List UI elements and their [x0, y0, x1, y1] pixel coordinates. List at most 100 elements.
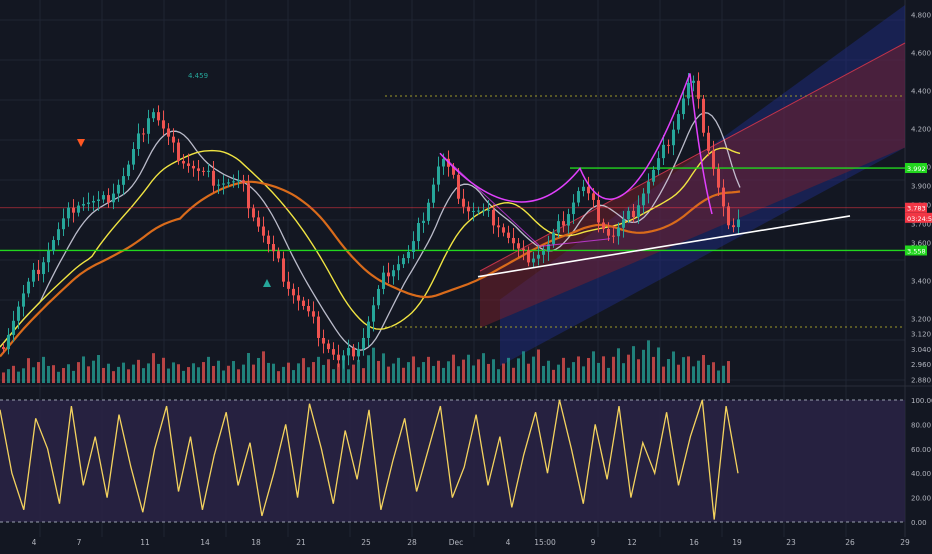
- candle-body: [542, 251, 545, 255]
- osc-tick-label: 20.00: [911, 495, 931, 503]
- volume-bar: [437, 360, 440, 383]
- volume-bar: [582, 366, 585, 383]
- volume-bar: [257, 357, 260, 383]
- volume-bar: [517, 358, 520, 383]
- candle-body: [437, 166, 440, 185]
- candle-body: [62, 218, 65, 230]
- time-tick-label: 4: [32, 538, 37, 547]
- volume-bar: [592, 351, 595, 383]
- volume-bar: [712, 362, 715, 383]
- volume-bar: [197, 367, 200, 383]
- candle-body: [332, 349, 335, 355]
- price-marker-label: 03:24:52: [907, 215, 932, 223]
- candle-body: [507, 232, 510, 238]
- time-tick-label: 16: [689, 538, 699, 547]
- volume-bar: [532, 356, 535, 383]
- time-tick-label: 7: [77, 538, 82, 547]
- candle-body: [732, 225, 735, 228]
- volume-bar: [512, 367, 515, 383]
- volume-bar: [2, 372, 5, 383]
- candle-body: [737, 219, 740, 228]
- candle-body: [457, 174, 460, 199]
- candle-body: [357, 348, 360, 357]
- candle-body: [587, 186, 590, 194]
- time-tick-label: 11: [140, 538, 150, 547]
- volume-bar: [727, 361, 730, 383]
- volume-bar: [722, 365, 725, 383]
- time-tick-label: 28: [407, 538, 417, 547]
- candle-body: [707, 132, 710, 151]
- candle-body: [347, 347, 350, 356]
- volume-bar: [482, 353, 485, 383]
- candle-body: [712, 150, 715, 169]
- candle-body: [7, 334, 10, 350]
- candle-body: [147, 118, 150, 134]
- candle-body: [207, 170, 210, 172]
- volume-bar: [57, 371, 60, 383]
- volume-bar: [537, 349, 540, 383]
- volume-bar: [622, 363, 625, 383]
- volume-bar: [587, 357, 590, 383]
- candle-body: [162, 120, 165, 129]
- volume-bar: [692, 366, 695, 383]
- candle-body: [367, 321, 370, 338]
- candle-body: [297, 295, 300, 301]
- candle-body: [317, 316, 320, 338]
- volume-bar: [682, 357, 685, 383]
- volume-bar: [137, 359, 140, 383]
- candle-body: [442, 158, 445, 167]
- volume-bar: [292, 370, 295, 383]
- candle-body: [287, 281, 290, 289]
- volume-bar: [442, 367, 445, 383]
- oscillator-band: [0, 400, 905, 522]
- candle-body: [722, 187, 725, 207]
- volume-bar: [417, 367, 420, 383]
- candle-body: [197, 168, 200, 171]
- candle-body: [717, 168, 720, 188]
- volume-bar: [652, 356, 655, 383]
- volume-bar: [7, 369, 10, 383]
- volume-bar: [302, 358, 305, 383]
- candle-body: [12, 320, 15, 335]
- candle-body: [132, 149, 135, 165]
- candle-body: [727, 206, 730, 226]
- volume-bar: [687, 356, 690, 383]
- candle-body: [402, 258, 405, 265]
- price-marker-green-bottom: [905, 245, 927, 256]
- candle-body: [547, 244, 550, 252]
- price-tick-label: 3.200: [911, 316, 931, 324]
- volume-bar: [202, 362, 205, 383]
- candle-body: [212, 170, 215, 186]
- volume-bar: [102, 367, 105, 383]
- volume-bar: [447, 361, 450, 383]
- price-marker-green-top: [905, 163, 927, 174]
- volume-bar: [497, 369, 500, 383]
- pitchfork-red-zone: [480, 43, 905, 328]
- candle-body: [282, 258, 285, 282]
- volume-bar: [387, 366, 390, 383]
- candle-body: [472, 210, 475, 212]
- volume-bar: [272, 363, 275, 383]
- candle-body: [47, 250, 50, 263]
- candle-body: [192, 165, 195, 169]
- volume-bar: [92, 360, 95, 383]
- candle-body: [342, 355, 345, 361]
- candle-body: [577, 191, 580, 203]
- osc-tick-label: 40.00: [911, 470, 931, 478]
- volume-bar: [167, 368, 170, 383]
- volume-bar: [427, 356, 430, 383]
- candle-body: [67, 207, 70, 219]
- candle-body: [557, 221, 560, 233]
- volume-bar: [487, 363, 490, 383]
- volume-bar: [382, 353, 385, 383]
- candle-body: [387, 272, 390, 277]
- volume-bar: [522, 351, 525, 383]
- candle-body: [312, 311, 315, 317]
- volume-bar: [547, 360, 550, 383]
- volume-bar: [212, 365, 215, 383]
- horizontal-levels: [0, 95, 905, 328]
- volume-bar: [127, 369, 130, 383]
- candle-body: [87, 202, 90, 205]
- candle-body: [277, 251, 280, 259]
